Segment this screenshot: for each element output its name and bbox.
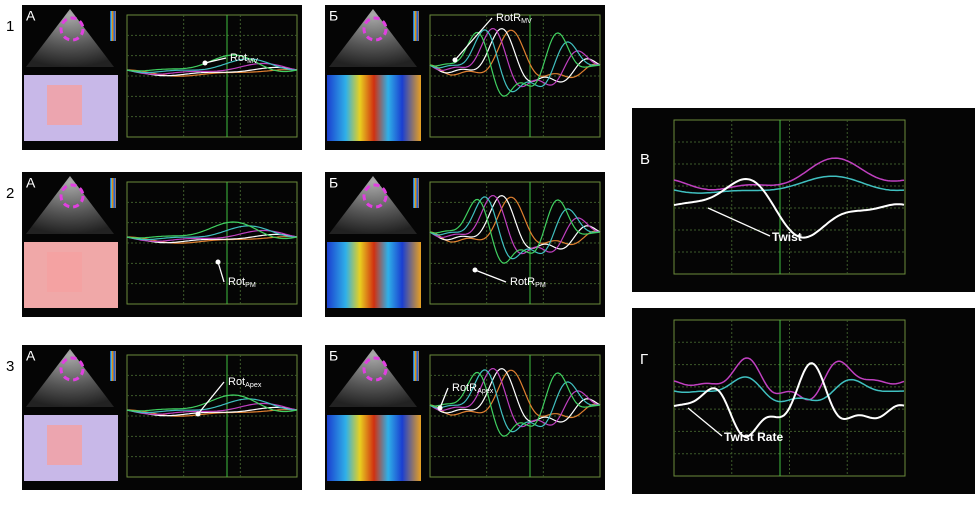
annotation: RotMV <box>230 52 258 65</box>
ultrasound-fan <box>329 9 417 67</box>
panel-label: Б <box>329 8 338 24</box>
tracking-ring <box>59 356 85 382</box>
trace <box>429 27 601 83</box>
annotation-text: Rot <box>228 276 245 288</box>
tracking-ring <box>362 356 388 382</box>
arrow-head <box>472 267 478 273</box>
trace <box>673 175 905 194</box>
color-bar <box>110 351 116 381</box>
panel-bg <box>632 308 975 494</box>
annotation: Twist <box>772 230 802 244</box>
trace <box>126 54 298 73</box>
strain-patch <box>47 252 82 292</box>
color-bar <box>110 11 116 41</box>
panel-label: А <box>26 175 36 191</box>
arrow-head <box>452 57 458 63</box>
annotation-text: Rot <box>228 376 245 388</box>
trace <box>429 29 601 93</box>
ultrasound-fan <box>26 176 114 234</box>
panel-label: А <box>26 8 36 24</box>
trace <box>673 357 905 401</box>
panel-label: Б <box>329 175 338 191</box>
color-bar <box>413 11 419 41</box>
annotation-sub: Apex <box>477 387 494 395</box>
arrow-line <box>707 207 771 237</box>
arrow-line <box>687 407 723 437</box>
annotation-text: Rot <box>230 52 247 64</box>
trace <box>126 225 297 241</box>
panel-label: Б <box>329 348 338 364</box>
ultrasound-fan <box>329 349 417 407</box>
arrow-line <box>474 269 507 283</box>
trace <box>429 369 601 433</box>
row-number: 3 <box>6 358 14 375</box>
trace <box>673 157 905 191</box>
ultrasound-fan <box>26 9 114 67</box>
trace <box>429 198 601 264</box>
tracking-ring <box>362 16 388 42</box>
row-number: 2 <box>6 185 14 202</box>
tracking-ring <box>59 16 85 42</box>
arrow-line <box>217 261 225 283</box>
trace <box>673 362 905 438</box>
ultrasound-fan <box>329 176 417 234</box>
trace <box>127 409 298 417</box>
arrow-line <box>204 57 227 64</box>
annotation-sub: MV <box>247 57 258 65</box>
trace <box>127 69 298 77</box>
annotation: RotPM <box>228 276 256 289</box>
trace <box>429 196 601 246</box>
trace <box>126 58 297 74</box>
strain-patch <box>47 425 82 465</box>
color-bar <box>110 178 116 208</box>
annotation-text: RotR <box>496 12 521 24</box>
trace <box>126 221 298 240</box>
annotation: RotRPM <box>510 276 546 289</box>
trace <box>126 394 298 413</box>
arrow-line <box>197 381 225 415</box>
trace <box>429 194 601 250</box>
panel-label: Г <box>640 351 648 368</box>
ultrasound-fan <box>26 349 114 407</box>
trace <box>429 196 601 260</box>
arrow-head <box>195 411 201 417</box>
color-bar <box>413 351 419 381</box>
trace <box>429 367 601 423</box>
annotation: RotApex <box>228 376 262 389</box>
annotation-sub: PM <box>245 281 256 289</box>
annotation-sub: MV <box>521 17 532 25</box>
arrow-line <box>439 387 449 409</box>
trace <box>429 369 601 419</box>
tracking-ring <box>362 183 388 209</box>
annotation-sub: PM <box>535 281 546 289</box>
trace <box>673 376 905 403</box>
trace <box>126 398 297 414</box>
trace <box>673 177 905 239</box>
annotation-text: RotR <box>452 382 477 394</box>
trace <box>127 236 298 244</box>
strain-patch <box>47 85 82 125</box>
strain-map <box>327 242 421 308</box>
tracking-ring <box>59 183 85 209</box>
color-bar <box>413 178 419 208</box>
panel-label: А <box>26 348 36 364</box>
arrow-head <box>215 259 221 265</box>
panel-label: В <box>640 151 650 168</box>
strain-map <box>327 415 421 481</box>
strain-map <box>327 75 421 141</box>
annotation: RotRMV <box>496 12 532 25</box>
trace <box>429 29 601 79</box>
annotation-sub: Apex <box>245 381 262 389</box>
row-number: 1 <box>6 18 14 35</box>
panel-bg <box>632 108 975 292</box>
trace <box>429 371 601 437</box>
annotation-text: RotR <box>510 276 535 288</box>
arrow-head <box>437 405 443 411</box>
annotation: Twist Rate <box>724 430 783 444</box>
arrow-head <box>202 60 208 66</box>
annotation: RotRApex <box>452 382 494 395</box>
trace <box>429 31 601 97</box>
arrow-line <box>454 17 493 61</box>
